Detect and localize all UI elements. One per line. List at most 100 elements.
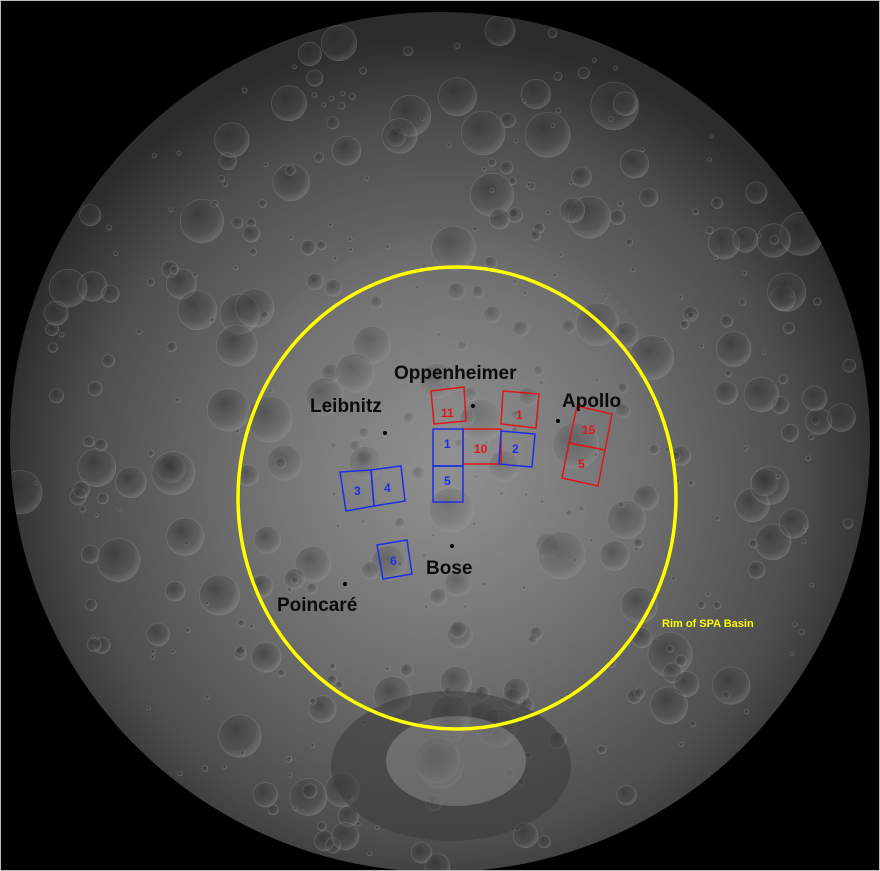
crater-texture-spot: [625, 238, 634, 247]
crater-texture-spot: [272, 163, 311, 202]
crater-texture-spot: [742, 446, 748, 452]
crater-texture-spot: [326, 116, 340, 130]
crater-texture-spot: [49, 388, 65, 404]
crater-texture-spot: [101, 354, 116, 368]
crater-texture-spot: [559, 197, 586, 224]
crater-texture-spot: [364, 175, 370, 181]
crater-texture-spot: [488, 208, 511, 230]
crater-texture-spot: [97, 492, 109, 505]
crater-texture-spot: [678, 295, 684, 300]
crater-texture-spot: [151, 153, 157, 159]
crater-texture-spot: [673, 671, 700, 698]
apollo-marker: [556, 419, 560, 423]
crater-texture-spot: [348, 247, 354, 253]
crater-texture-spot: [146, 278, 155, 287]
crater-texture-spot: [711, 196, 724, 209]
crater-texture-spot: [612, 91, 638, 117]
crater-texture-spot: [381, 118, 418, 154]
blue-region-6: [376, 539, 413, 580]
crater-texture-spot: [168, 207, 174, 213]
crater-texture-spot: [738, 298, 747, 307]
leibnitz-label: Leibnitz: [310, 396, 382, 417]
crater-texture-spot: [113, 251, 119, 257]
crater-texture-spot: [472, 225, 479, 232]
crater-texture-spot: [484, 15, 516, 47]
crater-texture-spot: [367, 850, 373, 857]
crater-texture-spot: [291, 64, 297, 70]
crater-texture-spot: [640, 147, 646, 153]
crater-texture-spot: [743, 376, 779, 413]
red-regions: [430, 386, 613, 487]
crater-texture-spot: [530, 229, 542, 241]
crater-texture-spot: [302, 783, 318, 799]
crater-texture-spot: [326, 674, 338, 685]
crater-texture-spot: [513, 138, 519, 144]
crater-texture-spot: [93, 512, 99, 518]
crater-texture-spot: [617, 200, 624, 208]
crater-texture-spot: [633, 687, 646, 699]
crater-texture-spot: [410, 842, 433, 864]
crater-texture-spot: [270, 85, 307, 122]
crater-texture-spot: [545, 210, 551, 216]
crater-texture-spot: [741, 270, 748, 277]
crater-texture-spot: [789, 651, 795, 657]
crater-texture-spot: [176, 150, 182, 156]
crater-texture-spot: [747, 560, 766, 580]
crater-texture-spot: [169, 265, 179, 275]
blue-region-3-label: 3: [354, 484, 361, 498]
crater-texture-spot: [555, 107, 562, 114]
crater-texture-spot: [499, 160, 514, 175]
red-region-10-label: 10: [474, 442, 488, 456]
crater-texture-spot: [619, 149, 650, 179]
crater-texture-spot: [87, 381, 103, 397]
crater-texture-spot: [335, 680, 344, 690]
crater-texture-spot: [79, 204, 102, 227]
crater-texture-spot: [235, 288, 275, 328]
blue-regions: [339, 428, 536, 580]
crater-texture-spot: [842, 518, 854, 529]
spa-basin-rim: [236, 265, 678, 731]
crater-texture-spot: [332, 255, 338, 261]
crater-texture-spot: [48, 268, 88, 308]
crater-texture-spot: [748, 539, 759, 549]
moon-surface: [10, 12, 870, 870]
crater-texture-spot: [79, 505, 87, 513]
crater-texture-spot: [185, 627, 191, 634]
rim-label: Rim of SPA Basin: [662, 618, 754, 630]
crater-texture-spot: [250, 641, 282, 673]
crater-texture-spot: [689, 720, 697, 728]
crater-texture-spot: [805, 455, 812, 462]
crater-texture-spot: [249, 624, 255, 629]
crater-texture-spot: [616, 785, 637, 806]
apollo-label: Apollo: [562, 391, 621, 412]
crater-texture-spot: [750, 466, 790, 506]
crater-texture-spot: [724, 369, 733, 378]
region-numbers: 11 1 10 15 5 1 2 5 3 4 6: [354, 406, 596, 568]
crater-texture-spot: [287, 755, 293, 761]
crater-texture-spot: [609, 209, 626, 226]
crater-texture-spot: [221, 764, 227, 770]
crater-texture-spot: [592, 57, 597, 63]
crater-texture-spot: [263, 162, 269, 168]
crater-texture-spot: [331, 822, 360, 851]
crater-texture-spot: [237, 619, 246, 628]
crater-texture-spot: [309, 697, 317, 705]
crater-texture-spot: [214, 122, 250, 158]
crater-texture-spot: [321, 102, 327, 108]
crater-texture-spot: [403, 45, 414, 57]
crater-texture-spot: [613, 65, 619, 71]
crater-texture-spot: [507, 207, 524, 224]
crater-texture-spot: [508, 176, 517, 186]
crater-texture-spot: [94, 438, 108, 452]
crater-texture-spot: [204, 601, 210, 606]
red-region-1: [500, 390, 540, 429]
crater-texture-spot: [72, 480, 91, 499]
leibnitz-marker: [383, 431, 387, 435]
crater-texture-spot: [309, 743, 315, 749]
crater-texture-spot: [84, 598, 98, 612]
red-region-5-label: 5: [578, 457, 585, 471]
crater-texture-spot: [745, 181, 768, 204]
crater-texture-spot: [687, 311, 695, 320]
crater-texture-spot: [424, 853, 451, 870]
crater-texture-spot: [524, 111, 571, 158]
